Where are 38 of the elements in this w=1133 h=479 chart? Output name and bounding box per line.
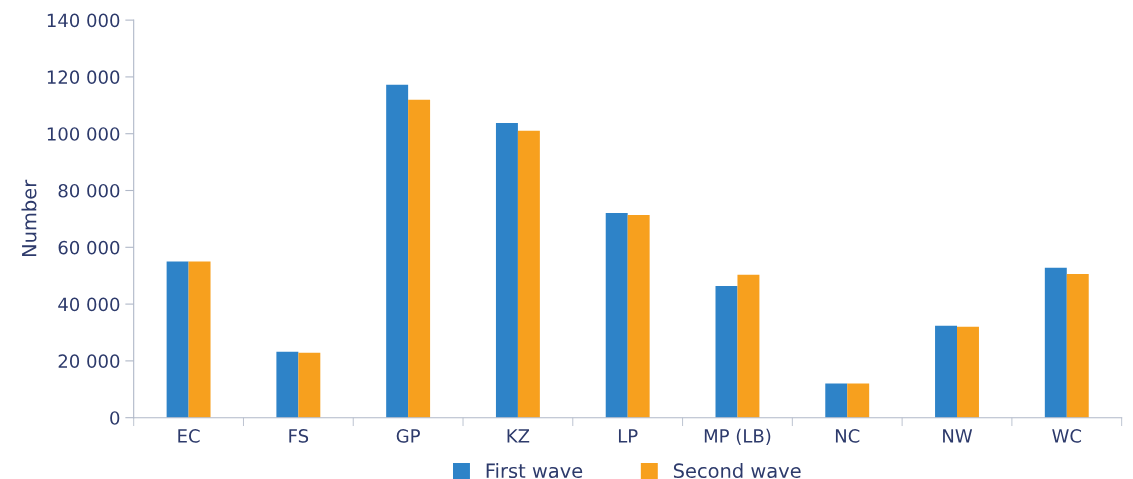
x-tick-label: EC [178, 429, 200, 443]
bar [386, 84, 409, 418]
bar [408, 99, 431, 418]
y-axis-title: Number [21, 179, 37, 257]
x-tick-label: NW [943, 429, 973, 443]
x-tick-label: NC [835, 429, 860, 443]
x-tick-label: FS [289, 429, 309, 443]
bar [276, 351, 299, 418]
bar [715, 285, 738, 418]
bar [166, 261, 189, 418]
x-tick-label: MP (LB) [704, 428, 771, 445]
bar [495, 122, 518, 418]
y-tick-label: 120 000 [47, 70, 120, 85]
bar [627, 214, 650, 418]
y-tick-label: 80 000 [58, 183, 120, 198]
bar [935, 325, 958, 418]
bar [1066, 273, 1089, 418]
bar [957, 326, 979, 418]
x-tick-label: WC [1052, 429, 1082, 443]
bar [605, 212, 628, 418]
x-tick-label: GP [396, 429, 420, 443]
y-tick-label: 140 000 [47, 13, 120, 28]
legend-label: Second wave [673, 463, 801, 479]
bar [1044, 267, 1067, 418]
bar [517, 130, 540, 418]
bar [188, 261, 211, 418]
legend-label: First wave [486, 463, 583, 479]
y-tick-label: 60 000 [58, 240, 120, 255]
bar [847, 383, 870, 418]
bar [825, 383, 848, 418]
y-tick-label: 20 000 [58, 354, 120, 369]
y-tick-label: 40 000 [58, 297, 120, 312]
y-tick-label: 100 000 [47, 127, 120, 141]
y-tick-label: 0 [110, 411, 120, 425]
bar [298, 352, 321, 418]
x-tick-label: KZ [507, 429, 530, 443]
x-tick-label: LP [618, 429, 638, 443]
bar [737, 274, 760, 418]
